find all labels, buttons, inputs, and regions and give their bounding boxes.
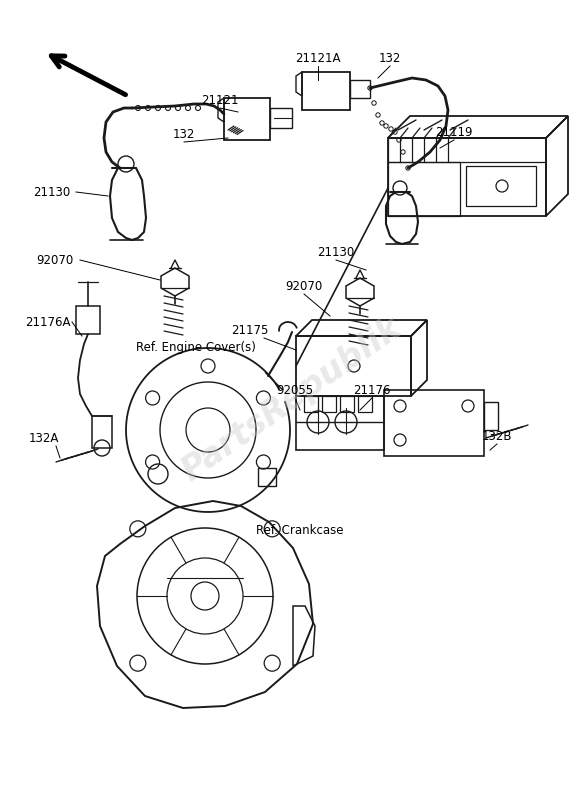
Text: 21121A: 21121A: [296, 51, 340, 65]
Bar: [296, 336, 411, 396]
Text: 21175: 21175: [231, 323, 269, 337]
Text: 21130: 21130: [33, 186, 71, 198]
Text: Ref. Crankcase: Ref. Crankcase: [256, 523, 344, 537]
Text: 21176: 21176: [353, 383, 391, 397]
Text: 132: 132: [173, 127, 195, 141]
Bar: [304, 396, 318, 412]
Bar: [350, 80, 370, 98]
Text: 92070: 92070: [286, 279, 322, 293]
Bar: [92, 416, 112, 448]
Text: 132A: 132A: [29, 431, 59, 445]
Bar: [484, 402, 498, 430]
Bar: [322, 396, 336, 412]
Bar: [76, 306, 100, 334]
Text: 21121: 21121: [201, 94, 239, 106]
Bar: [388, 138, 546, 216]
Bar: [224, 98, 270, 140]
Text: 21119: 21119: [435, 126, 473, 138]
Bar: [358, 396, 372, 412]
Text: 21176A: 21176A: [25, 315, 71, 329]
Bar: [258, 468, 276, 486]
Text: 132B: 132B: [482, 430, 512, 442]
Text: 21130: 21130: [317, 246, 354, 258]
Bar: [302, 72, 350, 110]
Bar: [340, 396, 354, 412]
Text: Ref. Engine Cover(s): Ref. Engine Cover(s): [136, 342, 256, 354]
Bar: [270, 108, 292, 128]
Text: PartsRepublik: PartsRepublik: [176, 312, 408, 488]
Bar: [384, 390, 484, 456]
Bar: [296, 396, 384, 450]
Text: 132: 132: [379, 51, 401, 65]
Text: 92055: 92055: [276, 383, 314, 397]
Bar: [466, 166, 536, 206]
Text: 92070: 92070: [36, 254, 74, 266]
Bar: [388, 162, 460, 216]
